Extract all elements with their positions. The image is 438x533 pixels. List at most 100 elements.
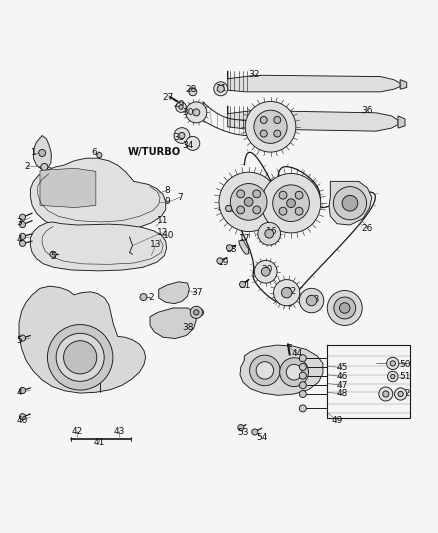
Circle shape <box>179 133 185 139</box>
Text: 39: 39 <box>194 309 205 318</box>
Circle shape <box>56 333 104 381</box>
Text: 6: 6 <box>92 148 97 157</box>
Polygon shape <box>228 106 398 131</box>
Text: 16: 16 <box>265 227 277 236</box>
Circle shape <box>19 214 25 220</box>
Circle shape <box>306 295 317 306</box>
Circle shape <box>279 191 287 199</box>
Text: 4: 4 <box>16 235 22 244</box>
Circle shape <box>265 229 274 238</box>
Text: 4: 4 <box>16 387 22 397</box>
Circle shape <box>244 198 253 206</box>
Text: 10: 10 <box>163 231 174 240</box>
Circle shape <box>19 233 25 239</box>
Circle shape <box>237 206 244 214</box>
Circle shape <box>398 391 403 397</box>
Circle shape <box>50 251 56 257</box>
Text: 1: 1 <box>31 149 36 157</box>
Circle shape <box>299 372 306 379</box>
Text: 38: 38 <box>182 323 193 332</box>
Circle shape <box>342 195 358 211</box>
Circle shape <box>388 372 398 382</box>
Circle shape <box>140 294 147 301</box>
Circle shape <box>391 374 395 379</box>
Polygon shape <box>398 116 405 128</box>
Text: 47: 47 <box>336 381 348 390</box>
Polygon shape <box>400 79 407 89</box>
Circle shape <box>217 258 223 264</box>
Circle shape <box>261 268 270 276</box>
Text: 18: 18 <box>226 245 238 254</box>
Text: 20: 20 <box>261 265 273 274</box>
Polygon shape <box>228 71 400 92</box>
Polygon shape <box>30 158 166 232</box>
Text: W/TURBO: W/TURBO <box>127 147 180 157</box>
Text: 25: 25 <box>226 205 237 214</box>
Text: 26: 26 <box>362 223 373 232</box>
Text: 28: 28 <box>186 85 197 94</box>
Circle shape <box>237 190 244 198</box>
Circle shape <box>274 280 300 306</box>
Circle shape <box>19 335 25 341</box>
Circle shape <box>299 391 306 398</box>
Text: 19: 19 <box>218 257 229 266</box>
Text: 30: 30 <box>182 108 193 117</box>
Text: 44: 44 <box>292 349 303 358</box>
Polygon shape <box>30 222 166 271</box>
Circle shape <box>194 310 199 315</box>
Circle shape <box>64 341 97 374</box>
Text: 45: 45 <box>336 364 348 372</box>
Circle shape <box>19 414 25 420</box>
Circle shape <box>240 281 246 287</box>
Text: 33: 33 <box>173 133 184 142</box>
Text: 24: 24 <box>340 298 351 307</box>
Circle shape <box>47 325 113 390</box>
Text: 22: 22 <box>286 287 297 296</box>
Circle shape <box>19 222 25 228</box>
Polygon shape <box>240 345 323 395</box>
Text: 42: 42 <box>71 426 83 435</box>
Text: 9: 9 <box>165 197 170 206</box>
Circle shape <box>334 297 356 319</box>
Circle shape <box>260 130 267 137</box>
Text: 7: 7 <box>177 193 183 202</box>
Circle shape <box>295 207 303 215</box>
Circle shape <box>339 303 350 313</box>
Text: 49: 49 <box>331 416 343 425</box>
Circle shape <box>287 199 295 207</box>
Circle shape <box>41 164 48 171</box>
Circle shape <box>260 117 267 124</box>
Text: 48: 48 <box>336 390 348 399</box>
Circle shape <box>390 361 396 366</box>
Text: 29: 29 <box>173 100 184 109</box>
Text: 5: 5 <box>16 336 22 345</box>
Circle shape <box>387 357 399 369</box>
Circle shape <box>274 130 281 137</box>
Polygon shape <box>33 135 51 169</box>
Circle shape <box>280 358 308 386</box>
Circle shape <box>238 425 244 431</box>
Circle shape <box>273 185 309 222</box>
Polygon shape <box>150 308 196 338</box>
Circle shape <box>186 136 200 150</box>
Circle shape <box>274 117 281 124</box>
Circle shape <box>226 245 233 251</box>
Polygon shape <box>329 181 372 225</box>
Polygon shape <box>239 239 249 254</box>
Circle shape <box>395 388 407 400</box>
Text: 8: 8 <box>165 185 170 195</box>
Text: 43: 43 <box>114 426 125 435</box>
Text: 12: 12 <box>156 228 168 237</box>
Circle shape <box>379 387 393 401</box>
Text: 37: 37 <box>191 288 203 297</box>
Text: 13: 13 <box>150 240 162 249</box>
Circle shape <box>299 288 324 313</box>
Circle shape <box>254 110 287 143</box>
Circle shape <box>299 354 306 362</box>
Polygon shape <box>159 282 189 304</box>
Circle shape <box>176 102 186 112</box>
Circle shape <box>219 172 279 231</box>
Text: 2: 2 <box>148 294 154 302</box>
Circle shape <box>286 364 302 380</box>
Circle shape <box>189 88 197 96</box>
